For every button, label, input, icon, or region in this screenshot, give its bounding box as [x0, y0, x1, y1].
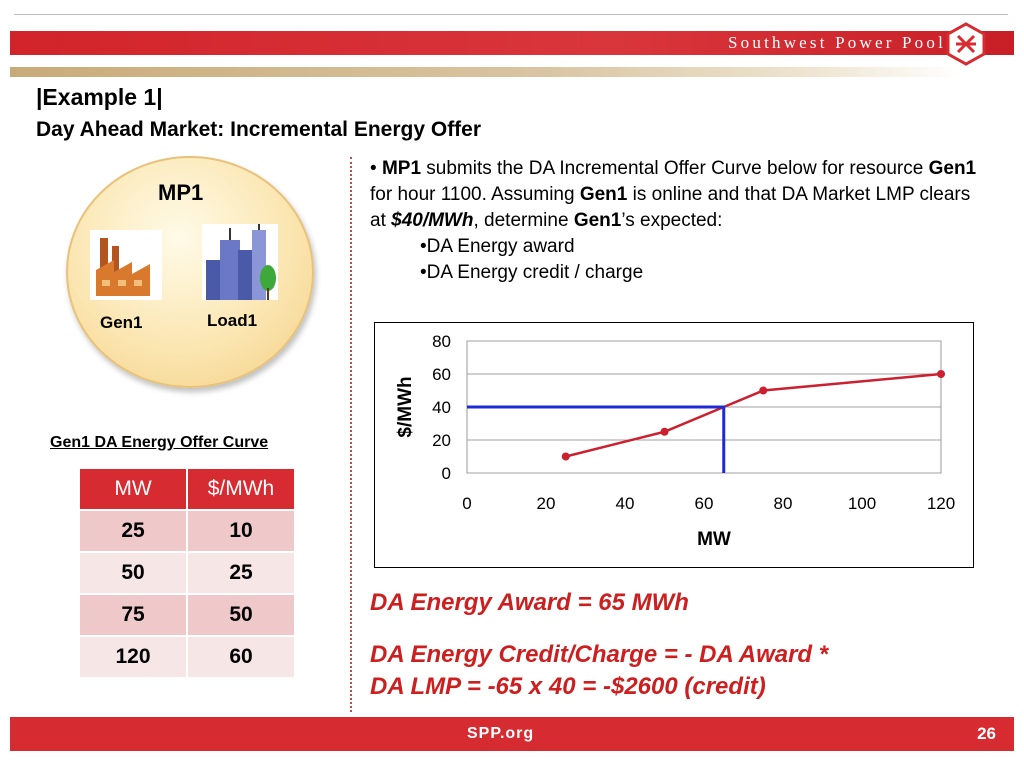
top-rule [14, 14, 1008, 15]
table-cell: 50 [78, 551, 188, 595]
offer-curve-chart: 0 20 40 60 80 0 20 40 60 80 100 120 MW $/MWh [374, 322, 974, 568]
x-tick-label: 0 [462, 494, 471, 513]
offer-table-title: Gen1 DA Energy Offer Curve [50, 434, 269, 451]
desc-bold: Gen1 [573, 210, 622, 231]
desc-bold: Gen1 [928, 158, 977, 179]
table-header: $/MWh [186, 467, 296, 511]
load-label: Load1 [207, 311, 258, 330]
x-tick-label: 120 [927, 494, 955, 513]
sub-bullet: •DA Energy credit / charge [420, 262, 644, 283]
x-tick-label: 20 [537, 494, 556, 513]
offer-point [937, 370, 945, 378]
desc-text: for hour 1100. Assuming [370, 184, 580, 205]
credit-line-1: DA Energy Credit/Charge = - DA Award * [370, 641, 829, 668]
column-divider [350, 157, 352, 712]
table-header: MW [78, 467, 188, 511]
gen-label: Gen1 [100, 313, 143, 332]
y-tick-label: 60 [432, 365, 451, 384]
desc-text: is online and that DA Market LMP clears … [370, 184, 971, 231]
table-cell: 75 [78, 593, 188, 637]
desc-text: submits the DA Incremental Offer Curve b… [421, 158, 929, 179]
footer-url: SPP.org [467, 725, 535, 742]
header-band [10, 31, 1014, 55]
desc-text: , determine [473, 210, 574, 231]
sub-bullet: •DA Energy award [420, 236, 575, 257]
credit-line-2: DA LMP = -65 x 40 = -$2600 (credit) [370, 673, 766, 700]
offer-table: MW $/MWh 25 10 50 25 75 50 120 60 [78, 467, 296, 679]
table-cell: 25 [78, 509, 188, 553]
y-tick-label: 80 [432, 332, 451, 351]
x-tick-label: 80 [774, 494, 793, 513]
table-row: 25 10 [78, 509, 296, 553]
y-tick-label: 20 [432, 431, 451, 450]
table-row: 120 60 [78, 635, 296, 679]
table-cell: 10 [186, 509, 296, 553]
problem-description: • MP1 submits the DA Incremental Offer C… [370, 156, 990, 286]
chart-svg: 0 20 40 60 80 0 20 40 60 80 100 120 MW $/MWh [395, 332, 955, 550]
x-tick-label: 40 [616, 494, 635, 513]
table-cell: 120 [78, 635, 188, 679]
accent-band [10, 67, 960, 77]
table-cell: 25 [186, 551, 296, 595]
brand-name: Southwest Power Pool [728, 33, 946, 52]
page-number: 26 [977, 724, 996, 743]
x-axis-label: MW [697, 529, 731, 550]
slide-title: |Example 1| [36, 84, 163, 110]
slide-subtitle: Day Ahead Market: Incremental Energy Off… [36, 118, 482, 141]
participant-label: MP1 [158, 180, 204, 205]
factory-icon [90, 230, 162, 300]
table-cell: 50 [186, 593, 296, 637]
offer-point [561, 452, 570, 461]
table-row: 50 25 [78, 551, 296, 595]
city-buildings-icon [202, 224, 278, 300]
desc-bold: Gen1 [579, 184, 628, 205]
spp-logo-icon [946, 22, 986, 66]
offer-curve-line [565, 372, 942, 458]
x-tick-label: 60 [695, 494, 714, 513]
table-cell: 60 [186, 635, 296, 679]
y-axis-label: $/MWh [395, 376, 416, 437]
y-tick-label: 0 [442, 464, 451, 483]
y-tick-label: 40 [432, 398, 451, 417]
desc-bold: MP1 [381, 158, 422, 179]
x-tick-label: 100 [848, 494, 876, 513]
offer-point [759, 386, 768, 395]
clearing-price-line [467, 405, 726, 473]
award-answer: DA Energy Award = 65 MWh [370, 589, 689, 616]
desc-text: ’s expected: [621, 210, 723, 231]
offer-point [660, 427, 669, 436]
desc-price: $40/MWh [391, 210, 474, 231]
footer-band [10, 717, 1014, 751]
table-row: 75 50 [78, 593, 296, 637]
credit-answer: DA Energy Credit/Charge = - DA Award * D… [370, 639, 990, 703]
